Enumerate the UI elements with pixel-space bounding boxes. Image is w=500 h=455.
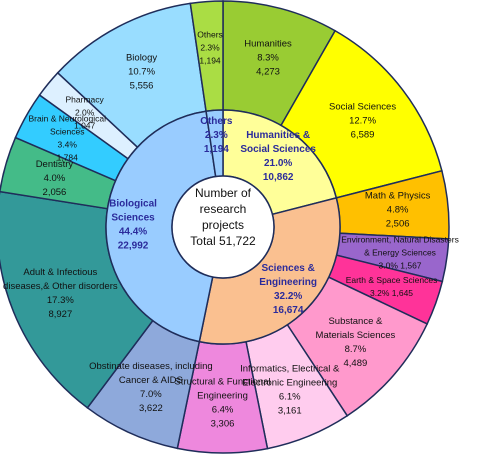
outer-label-obstinate-diseases-including-cancer-aids-8: Obstinate diseases, including Cancer & AI… <box>89 361 213 414</box>
outer-ring <box>0 0 450 454</box>
center-circle <box>171 175 275 279</box>
inner-label-biological-sciences-2: Biological Sciences 44.4% 22,992 <box>109 198 157 251</box>
outer-label-substance-materials-sciences-5: Substance & Materials Sciences 8.7% 4,489 <box>316 316 396 369</box>
outer-label-math-physics-2: Math & Physics 4.8% 2,506 <box>365 190 431 229</box>
outer-label-social-sciences-1: Social Sciences 12.7% 6,589 <box>329 101 396 140</box>
outer-label-adult-infectious-diseases-other-disorders-9: Adult & Infectious diseases,& Other disor… <box>3 266 118 319</box>
outer-label-pharmacy-12: Pharmacy 2.0% 1,047 <box>65 95 104 131</box>
outer-label-informatics-electrical-electronic-engineering-6: Informatics, Electrical & Electronic Engi… <box>240 363 340 416</box>
outer-label-others-14: Others 2.3% 1,194 <box>197 30 223 66</box>
outer-label-structural-functional-engineering-7: Structural & Functional Engineering 6.4% 3,… <box>174 376 270 429</box>
outer-label-biology-13: Biology 10.7% 5,556 <box>126 52 157 91</box>
inner-label-humanities-social-sciences-0: Humanities & Social Sciences 21.0% 10,862 <box>240 130 316 183</box>
center-label: Number of research projects Total 51,722 <box>190 186 256 248</box>
inner-label-others-3: Others 2.3% 1,194 <box>200 116 233 155</box>
outer-label-earth-space-sciences-4: Earth & Space Sciences 3.2% 1,645 <box>346 275 438 298</box>
outer-label-humanities-0: Humanities 8.3% 4,273 <box>244 38 292 77</box>
inner-label-sciences-engineering-1: Sciences & Engineering 32.2% 16,674 <box>259 263 317 316</box>
slice-labels: Humanities & Social Sciences 21.0% 10,862 Sc… <box>3 30 459 429</box>
inner-ring <box>105 109 341 345</box>
outer-label-brain-neurological-sciences-11: Brain & Neurological Sciences 3.4% 1,784 <box>28 114 106 163</box>
center-hole: Number of research projects Total 51,722 <box>171 175 275 279</box>
outer-label-environment-natural-disasters-energy-sciences-3: Environment, Natural Disasters & Energy S… <box>341 235 459 271</box>
outer-label-dentistry-10: Dentistry 4.0% 2,056 <box>36 159 74 198</box>
